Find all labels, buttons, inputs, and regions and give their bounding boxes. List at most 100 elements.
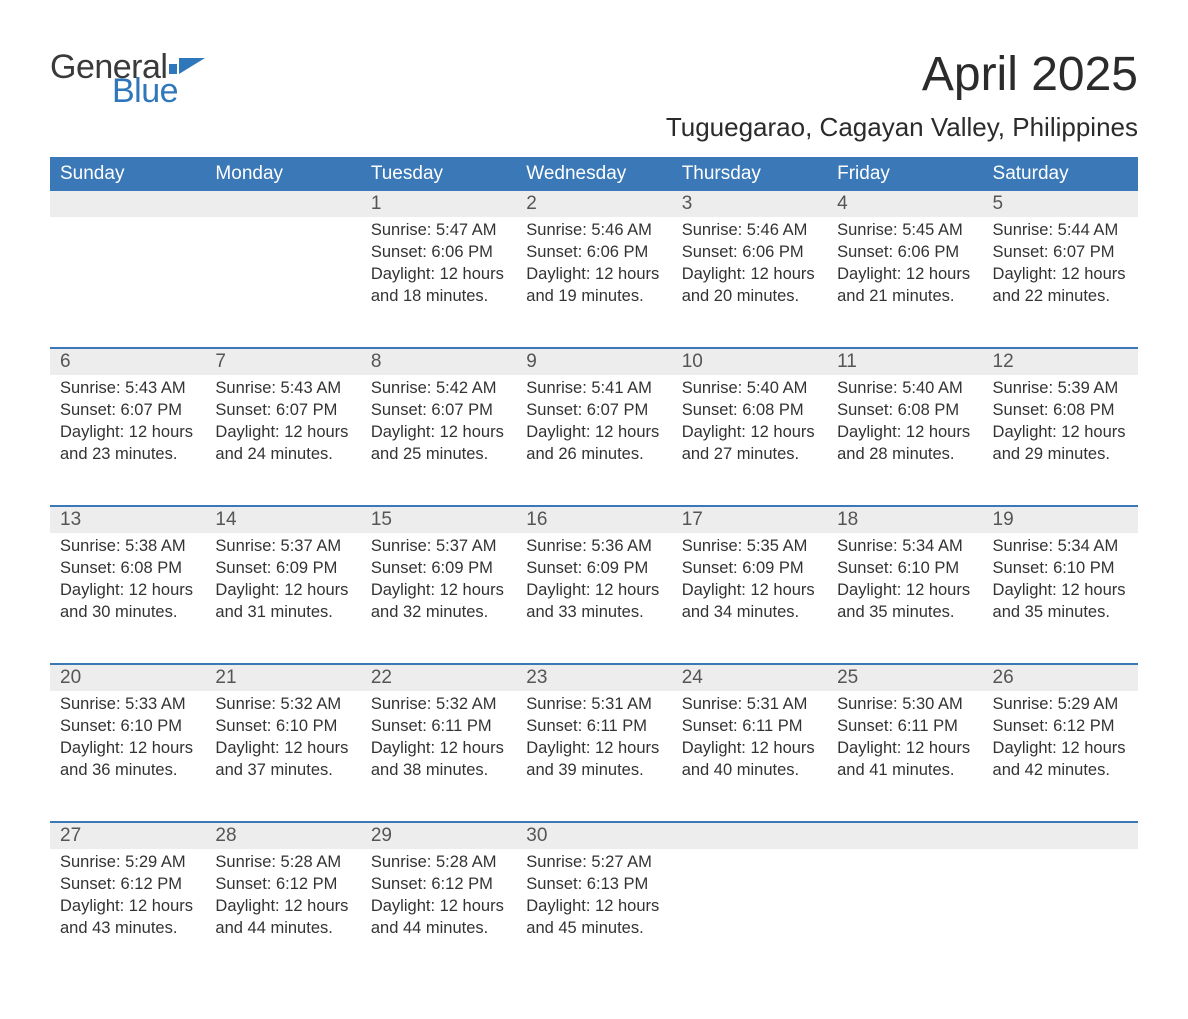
day-info-line: Sunset: 6:08 PM [682,400,817,422]
day-cell: Sunrise: 5:38 AMSunset: 6:08 PMDaylight:… [50,533,205,663]
day-info-line: Sunset: 6:11 PM [371,716,506,738]
day-cell [205,217,360,347]
calendar-page: General Blue April 2025 Tuguegarao, Caga… [0,0,1188,1019]
day-body: Sunrise: 5:45 AMSunset: 6:06 PMDaylight:… [827,217,982,325]
day-cell: Sunrise: 5:45 AMSunset: 6:06 PMDaylight:… [827,217,982,347]
day-body: Sunrise: 5:32 AMSunset: 6:11 PMDaylight:… [361,691,516,799]
day-body: Sunrise: 5:31 AMSunset: 6:11 PMDaylight:… [516,691,671,799]
day-info-line: Daylight: 12 hours and 29 minutes. [993,422,1128,466]
day-number [983,823,1138,849]
day-body: Sunrise: 5:34 AMSunset: 6:10 PMDaylight:… [983,533,1138,641]
day-info-line: Sunset: 6:10 PM [837,558,972,580]
dow-cell: Thursday [672,157,827,191]
day-info-line: Sunrise: 5:36 AM [526,536,661,558]
day-cell: Sunrise: 5:43 AMSunset: 6:07 PMDaylight:… [205,375,360,505]
day-number: 8 [361,349,516,375]
day-number: 25 [827,665,982,691]
day-number: 26 [983,665,1138,691]
day-info-line: Sunset: 6:11 PM [682,716,817,738]
day-info-line: Daylight: 12 hours and 40 minutes. [682,738,817,782]
day-cell: Sunrise: 5:32 AMSunset: 6:11 PMDaylight:… [361,691,516,821]
day-body: Sunrise: 5:37 AMSunset: 6:09 PMDaylight:… [361,533,516,641]
day-info-line: Sunset: 6:13 PM [526,874,661,896]
day-info-line: Sunrise: 5:37 AM [371,536,506,558]
day-number: 4 [827,191,982,217]
day-cell: Sunrise: 5:37 AMSunset: 6:09 PMDaylight:… [361,533,516,663]
day-info-line: Sunrise: 5:29 AM [60,852,195,874]
day-info-line: Daylight: 12 hours and 21 minutes. [837,264,972,308]
day-body: Sunrise: 5:32 AMSunset: 6:10 PMDaylight:… [205,691,360,799]
day-cell: Sunrise: 5:46 AMSunset: 6:06 PMDaylight:… [672,217,827,347]
day-body: Sunrise: 5:42 AMSunset: 6:07 PMDaylight:… [361,375,516,483]
day-number: 24 [672,665,827,691]
day-body: Sunrise: 5:44 AMSunset: 6:07 PMDaylight:… [983,217,1138,325]
day-number: 27 [50,823,205,849]
day-body: Sunrise: 5:43 AMSunset: 6:07 PMDaylight:… [50,375,205,483]
brand-logo: General Blue [50,50,205,108]
day-body: Sunrise: 5:46 AMSunset: 6:06 PMDaylight:… [672,217,827,325]
day-info-line: Daylight: 12 hours and 25 minutes. [371,422,506,466]
day-number [672,823,827,849]
day-cell [50,217,205,347]
day-number [827,823,982,849]
daynum-row: 12345 [50,191,1138,217]
day-info-line: Sunrise: 5:38 AM [60,536,195,558]
day-info-line: Sunrise: 5:43 AM [60,378,195,400]
day-number: 14 [205,507,360,533]
day-number [205,191,360,217]
week-row: Sunrise: 5:43 AMSunset: 6:07 PMDaylight:… [50,375,1138,505]
day-info-line: Daylight: 12 hours and 20 minutes. [682,264,817,308]
day-number: 29 [361,823,516,849]
day-cell: Sunrise: 5:43 AMSunset: 6:07 PMDaylight:… [50,375,205,505]
day-info-line: Daylight: 12 hours and 41 minutes. [837,738,972,782]
day-info-line: Daylight: 12 hours and 30 minutes. [60,580,195,624]
dow-cell: Tuesday [361,157,516,191]
day-body [672,849,827,870]
daynum-row: 27282930 [50,821,1138,849]
day-info-line: Sunset: 6:11 PM [526,716,661,738]
day-number: 22 [361,665,516,691]
day-body [983,849,1138,870]
day-cell: Sunrise: 5:41 AMSunset: 6:07 PMDaylight:… [516,375,671,505]
day-info-line: Daylight: 12 hours and 24 minutes. [215,422,350,466]
day-number: 11 [827,349,982,375]
day-info-line: Sunrise: 5:34 AM [993,536,1128,558]
day-number: 15 [361,507,516,533]
day-info-line: Sunrise: 5:27 AM [526,852,661,874]
day-body: Sunrise: 5:40 AMSunset: 6:08 PMDaylight:… [672,375,827,483]
dow-cell: Saturday [983,157,1138,191]
month-title: April 2025 [666,50,1138,100]
week-row: Sunrise: 5:33 AMSunset: 6:10 PMDaylight:… [50,691,1138,821]
day-info-line: Sunset: 6:07 PM [60,400,195,422]
week-row: Sunrise: 5:38 AMSunset: 6:08 PMDaylight:… [50,533,1138,663]
day-cell: Sunrise: 5:35 AMSunset: 6:09 PMDaylight:… [672,533,827,663]
calendar-grid: SundayMondayTuesdayWednesdayThursdayFrid… [50,157,1138,979]
day-info-line: Sunset: 6:06 PM [837,242,972,264]
day-info-line: Sunrise: 5:43 AM [215,378,350,400]
dow-cell: Friday [827,157,982,191]
day-info-line: Sunset: 6:06 PM [526,242,661,264]
day-body: Sunrise: 5:35 AMSunset: 6:09 PMDaylight:… [672,533,827,641]
brand-line2: Blue [112,74,205,108]
day-body: Sunrise: 5:46 AMSunset: 6:06 PMDaylight:… [516,217,671,325]
dow-cell: Monday [205,157,360,191]
day-info-line: Daylight: 12 hours and 31 minutes. [215,580,350,624]
day-body: Sunrise: 5:28 AMSunset: 6:12 PMDaylight:… [205,849,360,957]
day-info-line: Daylight: 12 hours and 32 minutes. [371,580,506,624]
day-cell: Sunrise: 5:34 AMSunset: 6:10 PMDaylight:… [983,533,1138,663]
day-number: 30 [516,823,671,849]
day-body: Sunrise: 5:29 AMSunset: 6:12 PMDaylight:… [983,691,1138,799]
day-cell: Sunrise: 5:47 AMSunset: 6:06 PMDaylight:… [361,217,516,347]
day-info-line: Daylight: 12 hours and 28 minutes. [837,422,972,466]
day-body [205,217,360,238]
day-cell: Sunrise: 5:42 AMSunset: 6:07 PMDaylight:… [361,375,516,505]
day-info-line: Sunrise: 5:29 AM [993,694,1128,716]
day-info-line: Sunset: 6:10 PM [60,716,195,738]
day-body: Sunrise: 5:31 AMSunset: 6:11 PMDaylight:… [672,691,827,799]
day-info-line: Sunset: 6:07 PM [526,400,661,422]
week-row: Sunrise: 5:47 AMSunset: 6:06 PMDaylight:… [50,217,1138,347]
day-number: 19 [983,507,1138,533]
day-info-line: Sunset: 6:10 PM [993,558,1128,580]
day-cell: Sunrise: 5:29 AMSunset: 6:12 PMDaylight:… [50,849,205,979]
day-number: 10 [672,349,827,375]
